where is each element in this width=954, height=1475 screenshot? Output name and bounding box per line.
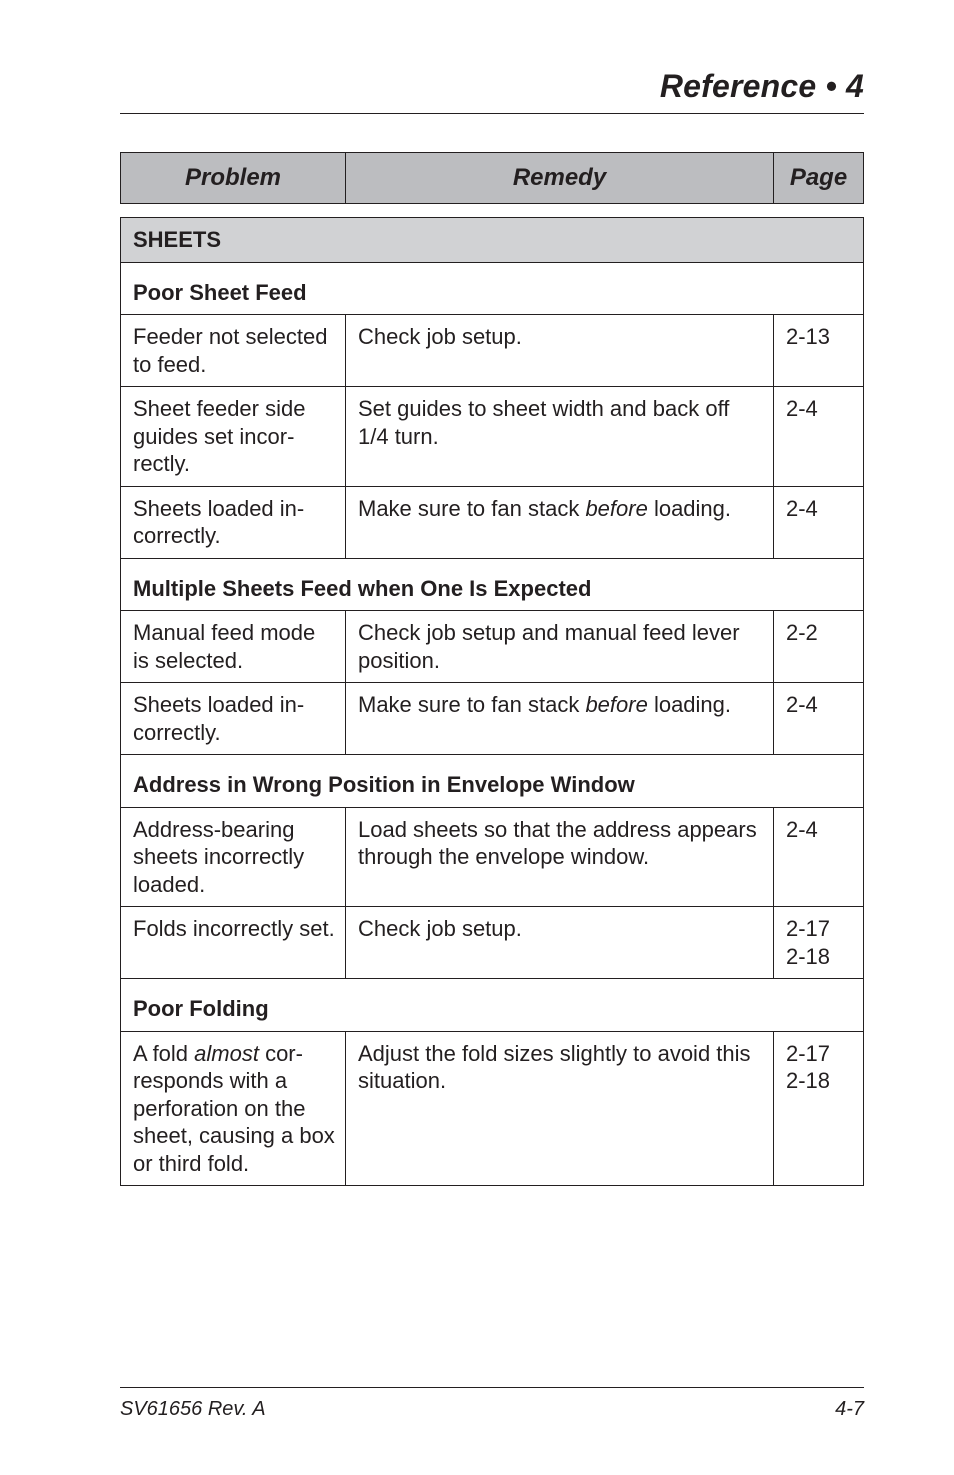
col-remedy: Remedy [346, 153, 774, 204]
table-row: Sheets loaded in­correctly. Make sure to… [121, 486, 864, 558]
cell-page: 2-2 [774, 611, 864, 683]
footer-rule [120, 1387, 864, 1388]
cell-remedy: Adjust the fold sizes slightly to avoid … [346, 1031, 774, 1186]
cell-page: 2-4 [774, 807, 864, 907]
troubleshoot-table: Problem Remedy Page SHEETS Poor Sheet Fe… [120, 152, 864, 1186]
table-row: Address-bearing sheets incorrectly loade… [121, 807, 864, 907]
group-title-text: Poor Sheet Feed [121, 262, 864, 315]
cell-problem: Sheets loaded in­correctly. [121, 486, 346, 558]
group-title: Address in Wrong Position in Envelope Wi… [121, 755, 864, 808]
table-row: Feeder not select­ed to feed. Check job … [121, 315, 864, 387]
group-title-text: Multiple Sheets Feed when One Is Expecte… [121, 558, 864, 611]
group-title-text: Address in Wrong Position in Envelope Wi… [121, 755, 864, 808]
table-row: Sheets loaded in­correctly. Make sure to… [121, 683, 864, 755]
footer-right: 4-7 [835, 1398, 864, 1421]
table-row: A fold almost cor­responds with a perfor… [121, 1031, 864, 1186]
cell-page: 2-13 [774, 315, 864, 387]
group-title: Poor Folding [121, 979, 864, 1032]
cell-remedy: Check job setup. [346, 907, 774, 979]
cell-problem: Feeder not select­ed to feed. [121, 315, 346, 387]
cell-page: 2-4 [774, 387, 864, 487]
table-row: Sheet feeder side guides set incor­rectl… [121, 387, 864, 487]
cell-remedy: Check job setup and manual feed lever po… [346, 611, 774, 683]
section-band: SHEETS [121, 218, 864, 263]
table-row: Folds incorrectly set. Check job setup. … [121, 907, 864, 979]
cell-remedy: Set guides to sheet width and back off 1… [346, 387, 774, 487]
spacer-row [121, 204, 864, 218]
group-title-text: Poor Folding [121, 979, 864, 1032]
footer-left: SV61656 Rev. A [120, 1398, 266, 1421]
cell-remedy: Load sheets so that the address appears … [346, 807, 774, 907]
page-title: Reference • 4 [120, 68, 864, 105]
group-title: Poor Sheet Feed [121, 262, 864, 315]
page-footer: SV61656 Rev. A 4-7 [120, 1387, 864, 1421]
cell-problem: Sheets loaded in­correctly. [121, 683, 346, 755]
cell-page: 2-4 [774, 683, 864, 755]
cell-page: 2-17 2-18 [774, 1031, 864, 1186]
col-page: Page [774, 153, 864, 204]
cell-remedy: Make sure to fan stack before load­ing. [346, 486, 774, 558]
table-row: Manual feed mode is selected. Check job … [121, 611, 864, 683]
cell-problem: Sheet feeder side guides set incor­rectl… [121, 387, 346, 487]
cell-remedy: Make sure to fan stack before load­ing. [346, 683, 774, 755]
cell-problem: Manual feed mode is selected. [121, 611, 346, 683]
section-band-label: SHEETS [121, 218, 864, 263]
cell-page: 2-4 [774, 486, 864, 558]
table-header-row: Problem Remedy Page [121, 153, 864, 204]
cell-page: 2-17 2-18 [774, 907, 864, 979]
cell-remedy: Check job setup. [346, 315, 774, 387]
cell-problem: Address-bearing sheets incorrectly loade… [121, 807, 346, 907]
group-title: Multiple Sheets Feed when One Is Expecte… [121, 558, 864, 611]
cell-problem: Folds incorrectly set. [121, 907, 346, 979]
cell-problem: A fold almost cor­responds with a perfor… [121, 1031, 346, 1186]
title-rule [120, 113, 864, 114]
col-problem: Problem [121, 153, 346, 204]
